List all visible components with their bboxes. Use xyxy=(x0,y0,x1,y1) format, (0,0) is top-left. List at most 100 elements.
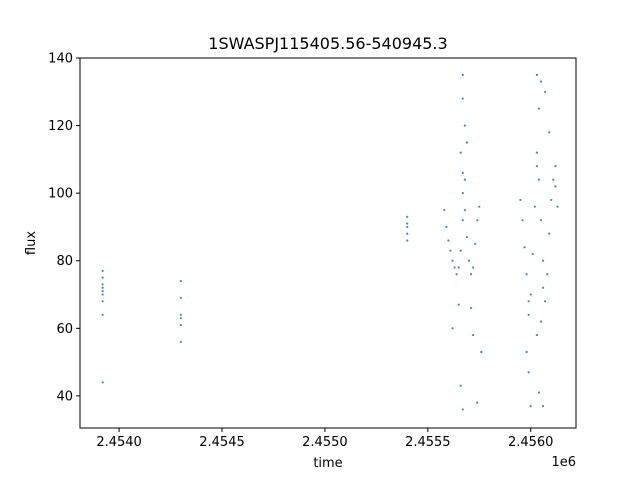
data-point xyxy=(453,266,456,269)
data-point xyxy=(455,273,458,276)
data-point xyxy=(461,219,464,222)
data-point xyxy=(406,239,409,242)
data-point xyxy=(101,381,104,384)
data-point xyxy=(527,300,530,303)
data-point xyxy=(529,404,532,408)
chart-title: 1SWASPJ115405.56-540945.3 xyxy=(208,34,447,53)
data-point xyxy=(179,279,182,283)
x-tick-label: 2.4540 xyxy=(96,435,142,450)
data-point xyxy=(537,178,541,181)
data-point xyxy=(474,242,477,245)
data-point xyxy=(101,300,104,303)
data-point xyxy=(406,222,409,225)
data-point xyxy=(535,333,538,337)
data-point xyxy=(550,198,553,202)
data-point xyxy=(101,290,104,293)
data-point xyxy=(463,208,466,212)
data-point xyxy=(465,141,469,144)
data-point xyxy=(451,327,454,330)
data-point xyxy=(527,313,530,316)
data-point xyxy=(457,303,460,306)
data-point xyxy=(544,90,547,93)
data-point xyxy=(537,107,541,110)
data-point xyxy=(449,249,452,252)
data-point xyxy=(457,266,460,269)
data-point xyxy=(469,273,473,276)
data-point xyxy=(539,219,543,222)
data-point xyxy=(548,131,551,134)
data-point xyxy=(406,232,409,235)
y-tick-label: 40 xyxy=(56,389,73,404)
data-point xyxy=(451,259,454,262)
x-tick-label: 2.4545 xyxy=(199,435,245,450)
data-point xyxy=(461,408,464,411)
x-axis-label: time xyxy=(313,456,342,471)
data-point xyxy=(552,178,555,181)
data-point xyxy=(469,306,473,310)
data-point xyxy=(556,205,559,208)
y-axis-label: flux xyxy=(24,231,39,255)
data-point xyxy=(461,73,464,76)
data-point xyxy=(463,124,466,127)
y-tick-label: 80 xyxy=(56,254,73,269)
data-point xyxy=(554,185,557,188)
data-point xyxy=(529,293,532,296)
data-point xyxy=(101,293,104,296)
data-point xyxy=(101,313,104,316)
data-point xyxy=(535,151,538,154)
y-tick-label: 140 xyxy=(48,52,73,67)
data-point xyxy=(525,273,528,276)
data-point xyxy=(535,165,538,168)
data-point xyxy=(535,73,538,76)
data-point xyxy=(179,323,182,327)
data-point xyxy=(539,80,543,83)
data-point xyxy=(521,219,524,222)
data-point xyxy=(476,219,479,222)
data-point xyxy=(179,296,182,300)
data-point xyxy=(546,273,549,276)
data-point xyxy=(406,225,409,229)
data-point xyxy=(519,198,522,202)
data-point xyxy=(527,371,530,374)
data-point xyxy=(471,333,475,337)
data-point xyxy=(525,350,528,354)
data-point xyxy=(544,300,547,303)
data-point xyxy=(531,252,534,256)
data-point xyxy=(539,320,543,323)
data-point xyxy=(179,317,182,320)
data-point xyxy=(471,266,475,269)
data-point xyxy=(548,232,551,235)
data-point xyxy=(478,205,481,208)
data-point xyxy=(101,276,104,279)
data-point xyxy=(101,286,104,289)
y-tick-label: 100 xyxy=(48,187,73,202)
data-point xyxy=(179,340,182,343)
data-point xyxy=(480,350,483,354)
data-point xyxy=(476,401,479,404)
data-point xyxy=(443,208,446,212)
data-point xyxy=(465,235,469,239)
plot-frame xyxy=(79,57,577,429)
data-point xyxy=(541,286,545,289)
data-point xyxy=(541,259,545,262)
x-tick-label: 2.4550 xyxy=(302,435,348,450)
y-axis: 40 60 80 100 120 140 xyxy=(48,52,80,404)
data-point xyxy=(459,249,462,252)
data-point xyxy=(445,225,448,229)
data-point xyxy=(537,391,541,394)
x-axis: 2.4540 2.4545 2.4550 2.4555 2.4560 xyxy=(96,428,553,450)
data-point xyxy=(467,259,471,262)
x-axis-offset-label: 1e6 xyxy=(551,455,576,470)
x-tick-label: 2.4560 xyxy=(508,435,554,450)
data-point xyxy=(406,215,409,218)
data-point xyxy=(533,205,536,208)
data-point xyxy=(459,384,462,387)
data-point xyxy=(541,404,545,408)
data-point xyxy=(459,151,462,154)
data-point xyxy=(447,239,450,242)
data-point xyxy=(523,246,526,249)
data-point xyxy=(179,313,182,316)
data-point xyxy=(463,178,466,181)
